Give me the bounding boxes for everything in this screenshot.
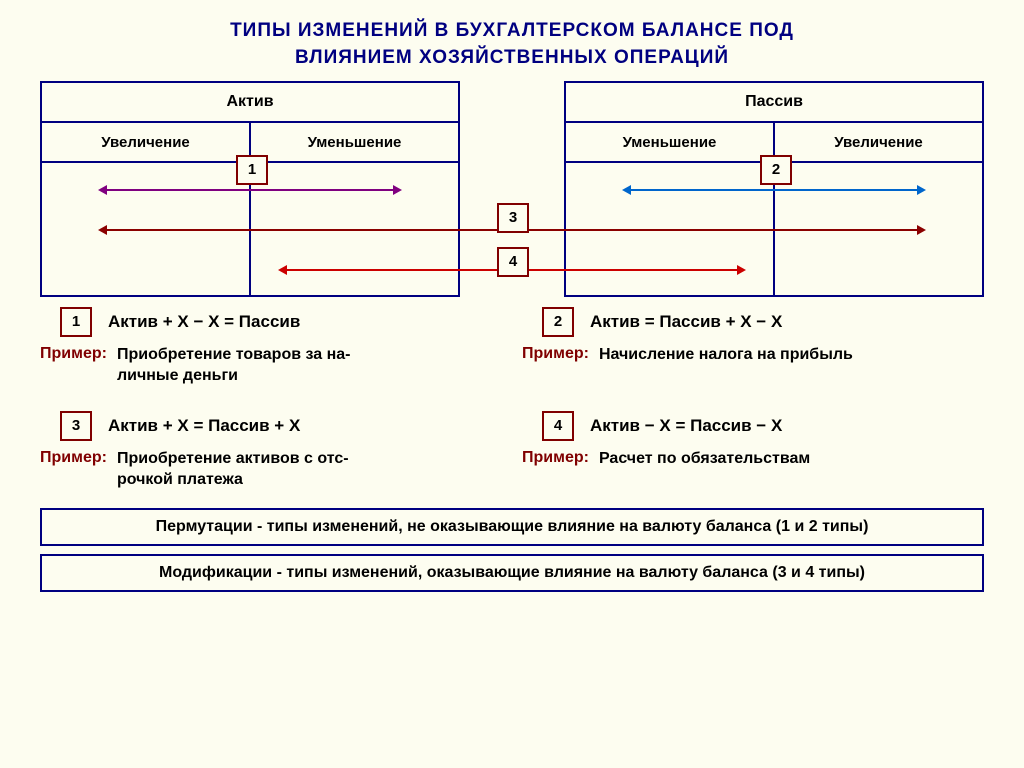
- asset-col-decrease: Уменьшение: [250, 122, 459, 162]
- type-3-box: 3: [60, 411, 92, 441]
- overlay-numbox-4: 4: [497, 247, 529, 277]
- type-1-equation: Актив + Х − Х = Пассив: [108, 312, 300, 332]
- example-label-3: Пример:: [40, 449, 107, 491]
- type-1-example: Приобретение товаров за на-личные деньги: [117, 345, 351, 387]
- overlay-numbox-2: 2: [760, 155, 792, 185]
- arrow-2: .arrow[data-name="arrow-2"]::before{bord…: [624, 189, 924, 191]
- type-4-example: Расчет по обязательствам: [599, 449, 810, 491]
- title-line-1: ТИПЫ ИЗМЕНЕНИЙ В БУХГАЛТЕРСКОМ БАЛАНСЕ П…: [230, 20, 794, 41]
- liability-header: Пассив: [565, 82, 983, 122]
- example-label-2: Пример:: [522, 345, 589, 387]
- title-line-2: ВЛИЯНИЕМ ХОЗЯЙСТВЕННЫХ ОПЕРАЦИЙ: [295, 47, 729, 68]
- liability-col-decrease: Уменьшение: [565, 122, 774, 162]
- type-4-box: 4: [542, 411, 574, 441]
- page-title: ТИПЫ ИЗМЕНЕНИЙ В БУХГАЛТЕРСКОМ БАЛАНСЕ П…: [0, 0, 1024, 81]
- arrow-1: .arrow[data-name="arrow-1"]::before{bord…: [100, 189, 400, 191]
- diagram-area: Актив Увеличение Уменьшение Пассив Умень…: [40, 81, 984, 301]
- modification-note: Модификации - типы изменений, оказывающи…: [40, 554, 984, 592]
- example-label-4: Пример:: [522, 449, 589, 491]
- permutation-note: Пермутации - типы изменений, не оказываю…: [40, 508, 984, 546]
- asset-col-increase: Увеличение: [41, 122, 250, 162]
- formula-row-2: 3 Актив + Х = Пассив + Х 4 Актив − Х = П…: [40, 405, 984, 447]
- type-3-example: Приобретение активов с отс-рочкой платеж…: [117, 449, 349, 491]
- type-3-equation: Актив + Х = Пассив + Х: [108, 416, 300, 436]
- example-row-2: Пример: Приобретение активов с отс-рочко…: [40, 449, 984, 491]
- asset-header: Актив: [41, 82, 459, 122]
- type-2-equation: Актив = Пассив + Х − Х: [590, 312, 782, 332]
- liability-col-increase: Увеличение: [774, 122, 983, 162]
- formula-row-1: 1 Актив + Х − Х = Пассив 2 Актив = Пасси…: [40, 301, 984, 343]
- overlay-numbox-1: 1: [236, 155, 268, 185]
- type-2-example: Начисление налога на прибыль: [599, 345, 853, 387]
- example-row-1: Пример: Приобретение товаров за на-личны…: [40, 345, 984, 387]
- type-2-box: 2: [542, 307, 574, 337]
- example-label-1: Пример:: [40, 345, 107, 387]
- type-4-equation: Актив − Х = Пассив − Х: [590, 416, 782, 436]
- overlay-numbox-3: 3: [497, 203, 529, 233]
- type-1-box: 1: [60, 307, 92, 337]
